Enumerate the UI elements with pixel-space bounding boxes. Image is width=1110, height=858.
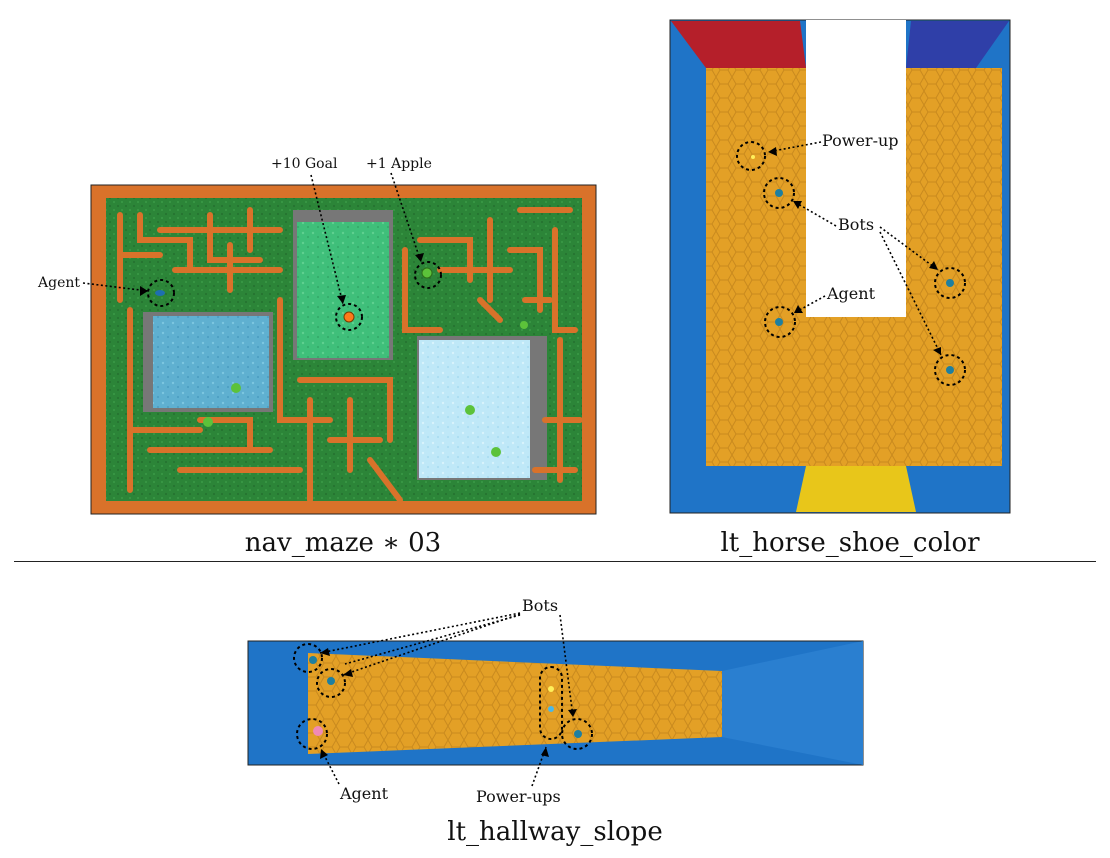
entrance-pad: [796, 466, 916, 512]
apple-arrow: [390, 172, 422, 263]
apple-marker: [231, 383, 241, 393]
horse-shoe-callouts: [736, 141, 966, 386]
powerup-callout-circle: [736, 141, 766, 171]
hallway-panel: Bots Agent Power-ups lt_hallway_slope: [0, 565, 1110, 858]
horse-shoe-scene: [669, 19, 1011, 514]
powerups-label: Power-ups: [476, 787, 561, 806]
powerup-sprite: [548, 706, 554, 712]
bot-callout-circle: [934, 267, 966, 299]
bot-callout-circle: [763, 177, 795, 209]
nav-maze-caption: nav_maze ∗ 03: [244, 528, 442, 558]
apple-marker: [491, 447, 501, 457]
bot-callout-circle: [561, 718, 593, 750]
agent-callout-circle: [764, 306, 796, 338]
bot-sprite: [309, 656, 317, 664]
maze-arrowheads: [140, 253, 424, 304]
nav-maze-scene: [82, 172, 597, 515]
bot-sprite: [327, 677, 335, 685]
goal-label: +10 Goal: [271, 156, 338, 172]
hallway-arrowheads: [320, 648, 577, 759]
powerup-label: Power-up: [822, 131, 899, 150]
agent-callout-circle: [296, 718, 328, 750]
powerup-sprite: [751, 155, 755, 159]
powerups-callout-box: [539, 666, 563, 740]
horse-shoe-panel: Power-up Bots Agent lt_horse_shoe_color: [620, 0, 1110, 560]
agent-sprite: [313, 726, 323, 736]
bots-label: Bots: [522, 596, 559, 615]
hallway-end-wall: [722, 641, 863, 765]
powerup-sprite: [548, 686, 554, 692]
hallway-caption: lt_hallway_slope: [447, 817, 663, 847]
agent-label: Agent: [38, 275, 80, 291]
hallway-scene: [247, 612, 864, 787]
horse-shoe-arrowheads: [768, 147, 941, 355]
bot-callout-circle: [934, 354, 966, 386]
goal-callout-circle: [335, 303, 363, 331]
agent-callout-circle: [147, 279, 175, 307]
hallway-floor: [308, 653, 722, 754]
apple-marker: [520, 321, 528, 329]
agent-label: Agent: [827, 284, 875, 303]
bot-sprite: [946, 366, 954, 374]
nav-maze-panel: +10 Goal +1 Apple Agent nav_maze ∗ 03: [0, 0, 620, 560]
bot-sprite: [775, 189, 783, 197]
agent-arrow: [82, 282, 149, 292]
red-corner: [671, 21, 806, 68]
section-divider: [14, 561, 1096, 562]
agent-sprite: [155, 290, 165, 296]
maze-walls: [117, 207, 583, 503]
bot-sprite: [574, 730, 582, 738]
goal-marker: [343, 311, 355, 323]
agent-sprite: [775, 318, 783, 326]
maze-arrows: [82, 172, 422, 305]
bot-sprite: [946, 279, 954, 287]
bot-callout-circle: [316, 668, 346, 698]
agent-label: Agent: [340, 784, 388, 803]
blue-corner: [906, 21, 1009, 68]
horse-shoe-caption: lt_horse_shoe_color: [720, 528, 980, 558]
apple-callout-circle: [414, 261, 442, 289]
hallway-callouts: [293, 643, 593, 750]
apple-marker: [421, 267, 433, 279]
bots-label: Bots: [838, 215, 875, 234]
bot-callout-circle: [293, 643, 323, 673]
apple-marker: [203, 417, 213, 427]
apple-label: +1 Apple: [366, 156, 432, 172]
maze-callouts: [147, 261, 442, 331]
horse-shoe-gap: [806, 20, 906, 317]
horse-shoe-arrows: [767, 141, 942, 356]
apple-marker: [465, 405, 475, 415]
